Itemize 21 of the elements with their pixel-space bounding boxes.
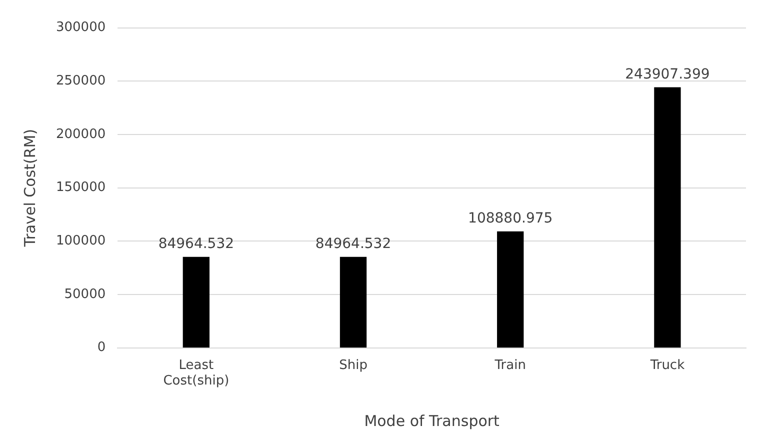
bar (182, 256, 210, 348)
x-tick-label: Truck (649, 358, 686, 373)
bar (340, 256, 367, 348)
data-label: 243907.399 (625, 66, 710, 82)
data-label: 84964.532 (158, 236, 234, 252)
y-tick-label: 150000 (56, 180, 106, 196)
y-tick-label: 0 (97, 340, 106, 356)
y-axis-title: Travel Cost(RM) (20, 128, 39, 248)
y-tick-label: 300000 (56, 20, 106, 36)
x-tick-label: Train (494, 358, 526, 373)
x-tick-label: Least Cost(ship) (163, 358, 230, 389)
x-tick-label: Ship (339, 358, 368, 373)
y-tick-label: 200000 (56, 126, 106, 142)
y-tick-label: 50000 (64, 286, 106, 302)
data-label: 84964.532 (315, 236, 392, 252)
x-axis-title: Mode of Transport (364, 412, 500, 430)
y-tick-label: 100000 (56, 234, 106, 249)
bar (497, 231, 524, 348)
bar (654, 87, 681, 348)
data-label: 108880.975 (468, 210, 553, 226)
y-tick-label: 250000 (56, 74, 106, 89)
